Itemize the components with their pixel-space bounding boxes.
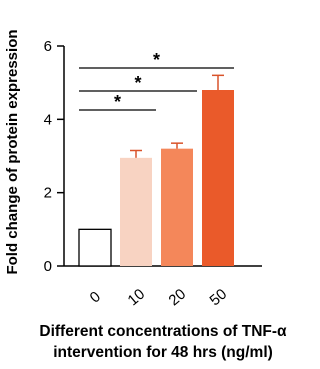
significance-star: * <box>114 92 121 112</box>
y-axis-label: Fold change of protein expression <box>4 29 21 274</box>
y-ticks: 0 2 4 6 <box>44 38 64 275</box>
x-tick-label: 50 <box>206 286 230 310</box>
x-tick-label: 0 <box>87 288 104 306</box>
x-tick-label: 10 <box>124 286 148 310</box>
bar <box>120 157 152 266</box>
bar <box>161 148 193 266</box>
y-tick-label: 4 <box>44 111 52 128</box>
x-tick-labels: 0 10 20 50 <box>87 286 231 310</box>
y-axis-label-group: Fold change of protein expression <box>4 29 21 274</box>
x-axis-label-line-1: Different concentrations of TNF-α <box>39 323 287 340</box>
y-tick-label: 0 <box>44 258 52 275</box>
bar <box>78 228 112 267</box>
significance-star: * <box>153 50 160 70</box>
significance-star: * <box>134 73 141 93</box>
x-tick-label: 20 <box>165 286 189 310</box>
significance-markers: * * * <box>79 50 234 112</box>
y-tick-label: 6 <box>44 38 52 55</box>
y-tick-label: 2 <box>44 185 52 202</box>
bars <box>78 74 234 267</box>
bar <box>202 90 234 266</box>
x-axis-label-line-2: intervention for 48 hrs (ng/ml) <box>53 344 273 361</box>
